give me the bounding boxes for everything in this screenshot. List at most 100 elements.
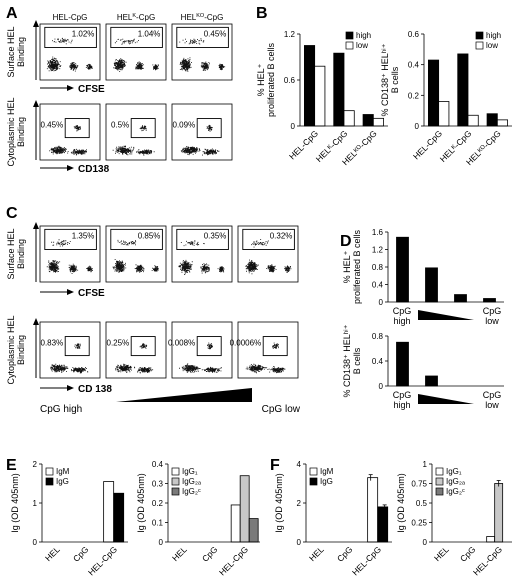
scatter-cloud xyxy=(70,148,87,156)
x-tick-label: CpG xyxy=(458,544,477,563)
scatter-cloud xyxy=(200,61,210,71)
axis-title: Surface HEL xyxy=(6,26,16,77)
bar xyxy=(457,53,469,127)
legend-swatch xyxy=(45,467,54,476)
scatter-cloud xyxy=(201,366,222,373)
flow-plot-c1: 0.32% xyxy=(237,225,299,283)
x-tick-label: HEL xyxy=(170,544,189,563)
plot-frame xyxy=(237,225,299,283)
scatter-cloud xyxy=(272,342,279,349)
bar xyxy=(362,114,374,127)
gate-box xyxy=(110,228,163,250)
y-axis-title: proliferated B cells xyxy=(266,42,276,117)
gate-percent: 0.32% xyxy=(270,231,293,240)
scatter-cloud xyxy=(217,266,225,273)
panel-label-d: D xyxy=(340,233,352,250)
legend-label: IgG xyxy=(320,477,333,486)
legend-swatch xyxy=(435,487,444,496)
gate-percent: 0.09% xyxy=(173,121,196,130)
scatter-cloud xyxy=(200,263,210,274)
scatter-cloud xyxy=(139,343,148,349)
gate-percent: 0.5% xyxy=(111,121,129,130)
gate-percent: 1.35% xyxy=(72,231,95,240)
gate-box xyxy=(110,26,163,48)
panel-label-a: A xyxy=(6,5,18,22)
plot-frame xyxy=(171,23,233,81)
scatter-cloud xyxy=(46,56,62,72)
bar-chart-d-top: 0 0.4 0.8 1.2 1.6 % HEL⁺ proliferated B cells C… xyxy=(342,228,501,326)
flow-plot-c1: 1.35% xyxy=(39,225,101,283)
cpg-gradient-wedge xyxy=(418,310,474,320)
bar xyxy=(486,536,496,543)
legend-swatch xyxy=(171,477,180,486)
y-tick-label: 0.75 xyxy=(411,480,427,489)
scatter-cloud xyxy=(51,239,71,247)
legend-swatch xyxy=(309,467,318,476)
flow-plot-c1: 0.85% xyxy=(105,225,167,283)
gate-percent: 0.83% xyxy=(41,339,64,348)
axis-title: CD138 xyxy=(78,164,110,175)
bar xyxy=(377,506,389,543)
bar-chart-d-bottom: 00.40.8% CD138⁺ HELʰⁱ⁺ B cellsCpGhighCpGl… xyxy=(342,324,501,410)
bar xyxy=(314,65,326,127)
gate-box xyxy=(44,228,97,250)
legend-label: IgG₁ xyxy=(446,467,462,476)
y-tick-label: 0 xyxy=(379,382,384,391)
scatter-cloud xyxy=(68,263,79,274)
y-tick-label: 1.2 xyxy=(284,30,296,39)
legend-swatch xyxy=(475,41,484,50)
arrow-head xyxy=(33,100,39,107)
plot-frame xyxy=(39,225,101,283)
x-axis-note: CpG xyxy=(393,306,412,316)
gate-box xyxy=(176,26,229,48)
y-tick-label: 2 xyxy=(297,499,302,508)
axis-title: CFSE xyxy=(78,84,105,95)
scatter-cloud xyxy=(152,64,159,71)
bar xyxy=(367,477,379,543)
plot-frame xyxy=(105,103,167,161)
scatter-cloud xyxy=(151,265,159,272)
axis-title: CD 138 xyxy=(78,384,112,395)
bar-chart-b-left: 00.61.2% HEL⁺ proliferated B cellsHEL-CpG… xyxy=(256,30,385,167)
x-tick-label: HEL xyxy=(43,544,62,563)
scatter-cloud xyxy=(113,58,127,72)
cpg-gradient-wedge xyxy=(116,388,252,402)
x-axis-note: high xyxy=(393,400,410,410)
y-axis-title: Ig (OD 405nm) xyxy=(396,473,406,533)
flow-plot-c2: 0.008% xyxy=(168,321,233,379)
flow-plot-a2: 0.5% xyxy=(105,103,167,161)
bar xyxy=(396,341,409,387)
gate-box xyxy=(196,118,222,139)
gate-percent: 0.85% xyxy=(138,231,161,240)
scatter-cloud xyxy=(136,149,155,156)
arrow-head xyxy=(33,222,39,229)
y-tick-label: 0.25 xyxy=(411,519,427,528)
scatter-cloud xyxy=(86,265,93,273)
suffix: -CpG xyxy=(136,13,155,22)
y-axis-title: % HEL⁺ xyxy=(342,250,352,283)
flow-plot-a2: 0.45% xyxy=(39,103,101,161)
gate-percent: 0.008% xyxy=(168,339,195,348)
y-tick-label: 0.5 xyxy=(416,499,428,508)
y-tick-label: 1 xyxy=(423,460,428,469)
legend-label: high xyxy=(356,31,371,40)
axis-title: Cytoplasmic HEL xyxy=(6,97,16,166)
legend-swatch xyxy=(345,41,354,50)
y-tick-label: 0.6 xyxy=(408,30,420,39)
legend-label: IgG₁ xyxy=(182,467,198,476)
y-tick-label: 1.6 xyxy=(372,228,384,237)
y-tick-label: 0 xyxy=(297,538,302,547)
x-tick-label: CpG xyxy=(200,544,219,563)
y-tick-label: 0 xyxy=(33,538,38,547)
legend-swatch xyxy=(45,477,54,486)
legend-label: IgG₂ᶜ xyxy=(446,487,465,496)
legend-label: high xyxy=(486,31,501,40)
scatter-cloud xyxy=(139,125,147,132)
gate-box xyxy=(130,118,156,139)
gate-box xyxy=(176,228,229,250)
bar xyxy=(343,110,355,127)
scatter-cloud xyxy=(178,259,193,275)
gate-box xyxy=(64,118,90,139)
scatter-cloud xyxy=(284,265,292,273)
